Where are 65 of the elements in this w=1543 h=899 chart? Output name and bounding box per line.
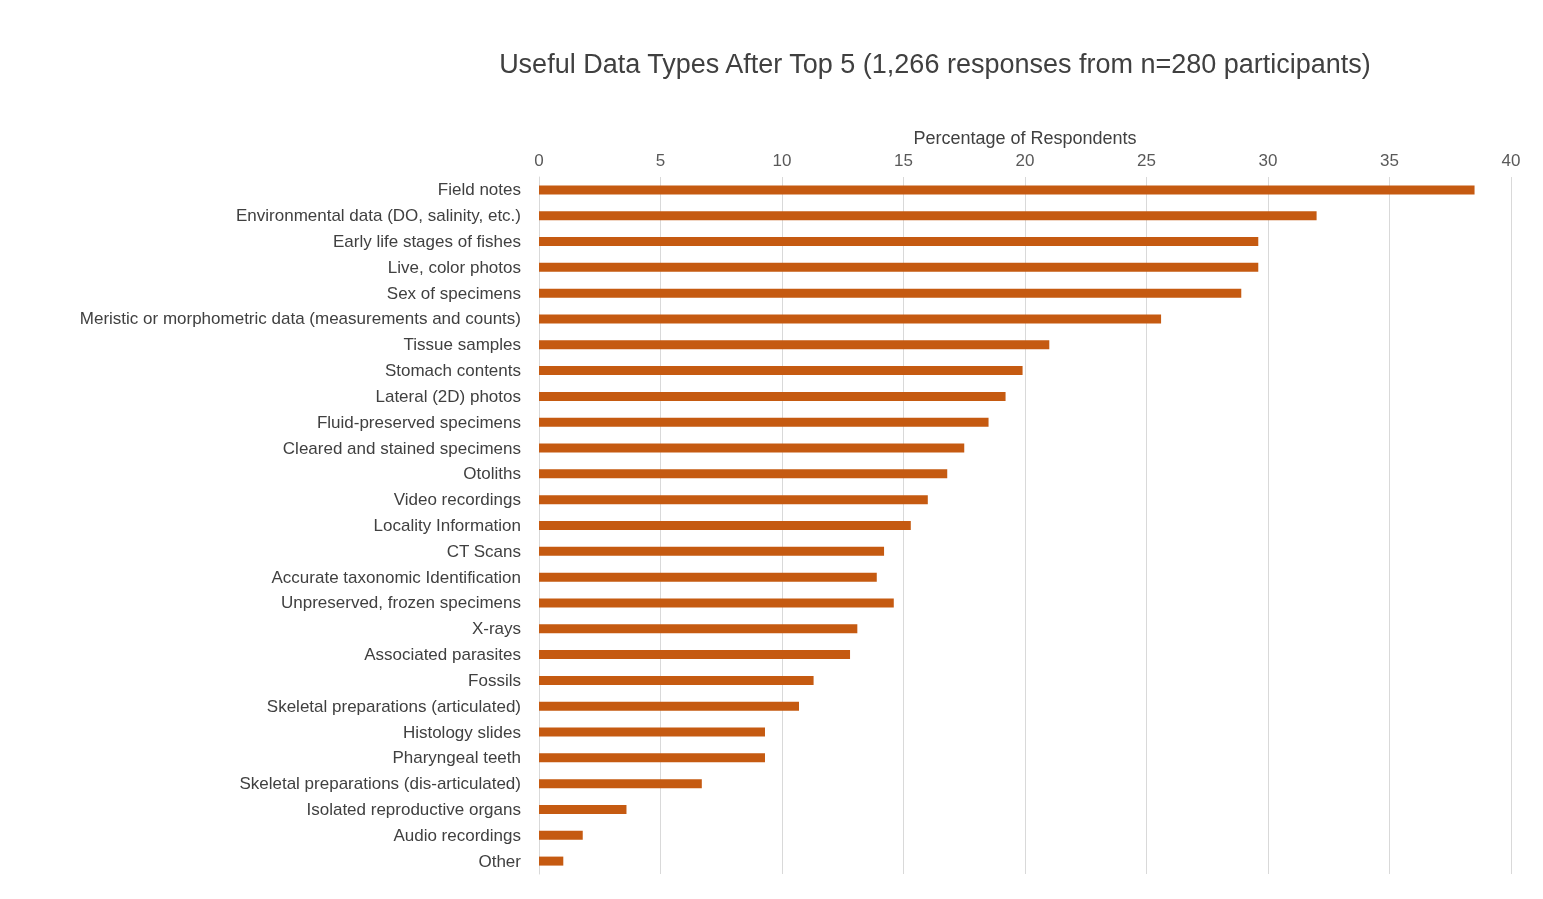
bar	[539, 701, 800, 711]
bar	[539, 443, 965, 453]
x-tick-label: 10	[772, 151, 792, 170]
y-tick-label: CT Scans	[446, 541, 521, 561]
bar	[539, 495, 928, 505]
y-tick-label: Unpreserved, frozen specimens	[280, 593, 521, 613]
y-tick-label: Fluid-preserved specimens	[316, 412, 521, 432]
y-tick-label: Meristic or morphometric data (measurements and counts)	[79, 309, 521, 329]
y-tick-label: Otoliths	[463, 464, 521, 484]
bar	[539, 262, 1259, 272]
y-tick-label: Locality Information	[373, 516, 521, 535]
y-tick-label: Sex of specimens	[386, 283, 521, 303]
y-tick-label: Field notes	[437, 180, 521, 200]
chart-title: Useful Data Types After Top 5 (1,266 responses from n=280 participants)	[499, 48, 1371, 79]
bar	[539, 650, 851, 660]
y-tick-label: Lateral (2D) photos	[375, 386, 521, 406]
bar	[539, 753, 765, 763]
x-tick-label: 30	[1258, 151, 1278, 170]
bar	[539, 340, 1050, 350]
x-tick-label: 25	[1137, 151, 1156, 170]
bar	[539, 598, 894, 608]
bar	[539, 856, 564, 866]
bar	[539, 675, 814, 685]
bar	[539, 830, 583, 840]
y-tick-label: Stomach contents	[384, 361, 521, 381]
bar	[539, 779, 702, 789]
x-tick-label: 20	[1015, 151, 1035, 170]
y-tick-label: Fossils	[468, 670, 521, 690]
y-tick-label: Skeletal preparations (dis-articulated)	[239, 774, 521, 794]
x-tick-label: 40	[1501, 151, 1521, 170]
y-tick-label: Tissue samples	[403, 335, 521, 355]
y-tick-label: X-rays	[471, 619, 521, 639]
bar	[539, 469, 948, 479]
x-tick-label: 0	[534, 151, 544, 170]
bar	[539, 417, 989, 427]
bar	[539, 185, 1475, 195]
x-axis-title: Percentage of Respondents	[913, 128, 1137, 148]
y-tick-label: Associated parasites	[364, 645, 521, 665]
bar	[539, 314, 1162, 324]
bar	[539, 727, 765, 737]
y-tick-label: Video recordings	[393, 490, 521, 510]
bar	[539, 546, 885, 556]
bar	[539, 366, 1023, 376]
bar	[539, 391, 1006, 401]
bar	[539, 804, 627, 814]
bar	[539, 624, 858, 634]
x-tick-label: 15	[894, 151, 913, 170]
y-tick-label: Environmental data (DO, salinity, etc.)	[235, 206, 521, 226]
bar	[539, 288, 1242, 298]
y-tick-label: Cleared and stained specimens	[282, 438, 521, 458]
bar	[539, 521, 911, 530]
y-tick-label: Isolated reproductive organs	[306, 799, 521, 819]
y-tick-label: Live, color photos	[387, 257, 521, 277]
bar	[539, 237, 1259, 247]
y-tick-label: Pharyngeal teeth	[392, 748, 521, 768]
y-tick-label: Audio recordings	[393, 825, 521, 845]
x-tick-label: 5	[655, 151, 666, 170]
y-tick-label: Accurate taxonomic Identification	[271, 567, 521, 587]
y-tick-label: Other	[478, 851, 522, 871]
y-tick-label: Early life stages of fishes	[332, 232, 521, 252]
bar	[539, 211, 1317, 221]
y-tick-label: Histology slides	[402, 722, 521, 742]
x-tick-label: 35	[1380, 151, 1399, 170]
y-tick-label: Skeletal preparations (articulated)	[266, 696, 521, 716]
bar	[539, 572, 877, 582]
